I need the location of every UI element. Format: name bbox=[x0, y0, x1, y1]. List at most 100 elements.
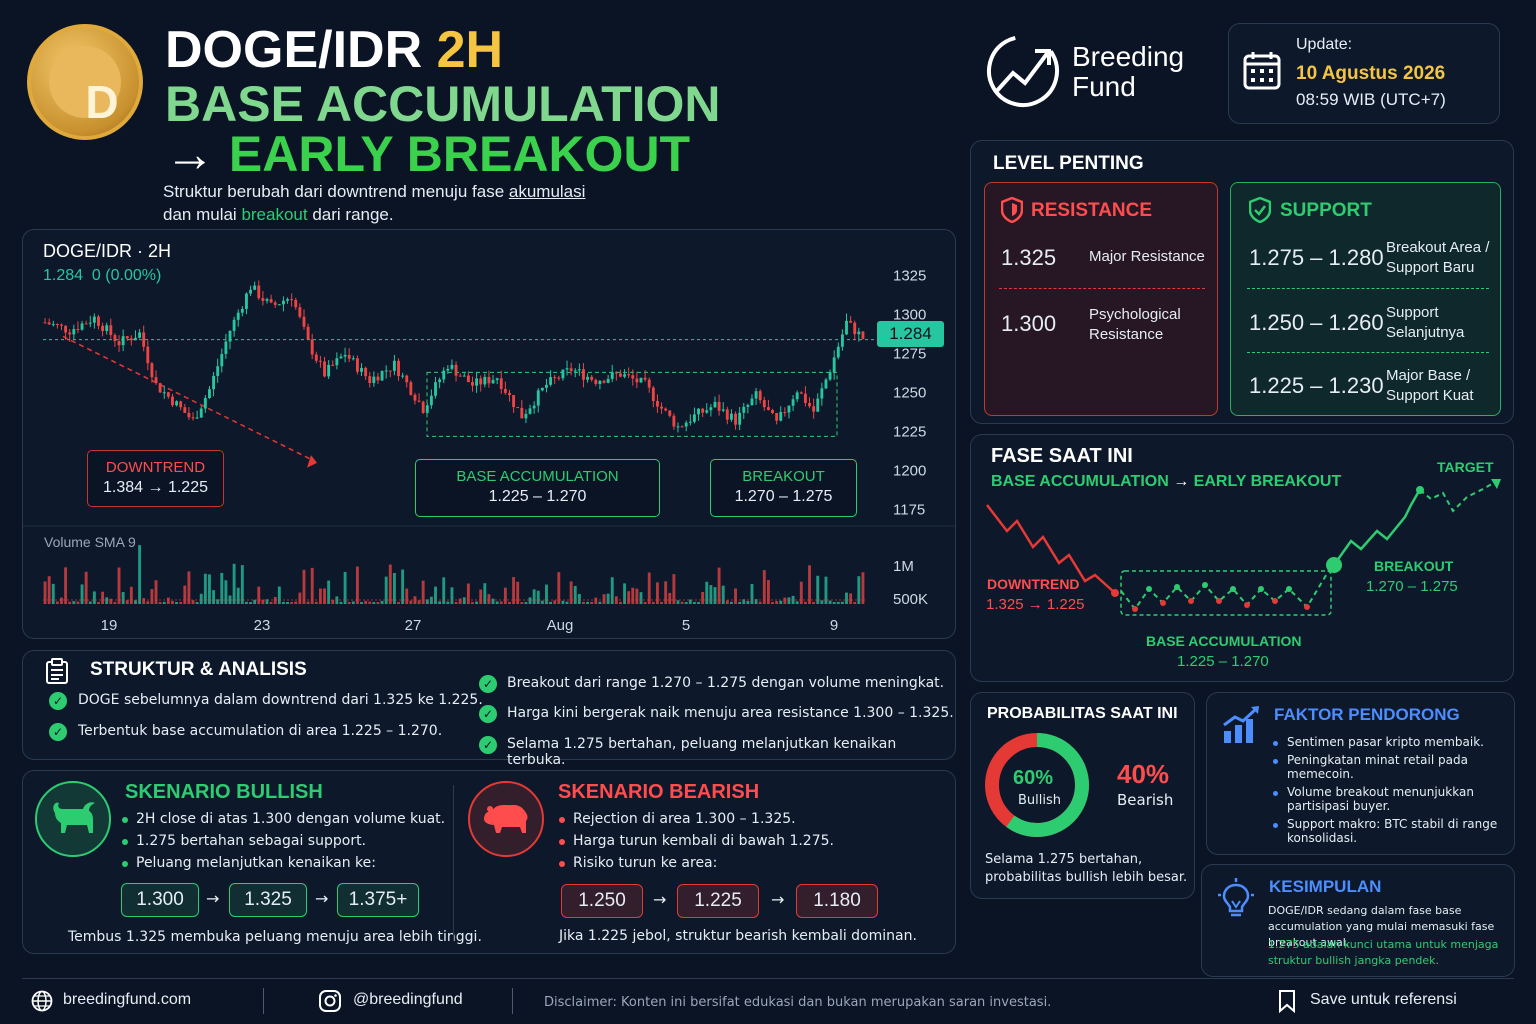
candle-body bbox=[503, 388, 507, 393]
candle-body bbox=[364, 367, 368, 377]
volume-bar bbox=[187, 571, 191, 604]
divider bbox=[1247, 352, 1489, 353]
support-value-1: 1.275 – 1.280 bbox=[1249, 245, 1384, 270]
candle-body bbox=[573, 370, 577, 372]
volume-bar bbox=[643, 601, 647, 604]
volume-bar bbox=[228, 595, 232, 604]
volume-bar bbox=[721, 585, 725, 604]
volume-bar bbox=[261, 599, 265, 604]
candle-body bbox=[245, 293, 248, 309]
candle-body bbox=[68, 332, 72, 335]
candle-body bbox=[335, 358, 339, 366]
candle-body bbox=[154, 377, 158, 384]
volume-bar bbox=[651, 601, 655, 604]
brand-logo bbox=[985, 33, 1061, 109]
volume-bar bbox=[766, 580, 770, 604]
volume-bar bbox=[368, 601, 372, 604]
downtrend-arrowhead bbox=[307, 455, 317, 468]
volume-bar bbox=[125, 600, 129, 604]
bearish-item-2: Harga turun kembali di bawah 1.275. bbox=[557, 833, 897, 849]
candle-body bbox=[549, 377, 553, 385]
factors-title: FAKTOR PENDORONG bbox=[1274, 705, 1460, 724]
candle-body bbox=[808, 402, 811, 407]
bookmark-icon[interactable] bbox=[1278, 989, 1296, 1013]
volume-tick-label: 500K bbox=[893, 591, 928, 608]
candle-body bbox=[175, 401, 179, 406]
volume-bar bbox=[195, 601, 199, 604]
levels-title: LEVEL PENTING bbox=[993, 153, 1144, 174]
y-tick-label: 1300 bbox=[893, 307, 926, 324]
volume-bar bbox=[680, 601, 684, 604]
candle-body bbox=[43, 322, 47, 324]
analysis-right-3: Selama 1.275 bertahan, peluang melanjutk… bbox=[507, 736, 897, 768]
bear-target-3: 1.180 bbox=[796, 884, 878, 918]
candle-body bbox=[397, 360, 400, 377]
candle-body bbox=[72, 329, 76, 335]
candle-body bbox=[55, 324, 59, 326]
volume-bar bbox=[253, 599, 257, 604]
downtrend-title: DOWNTREND bbox=[105, 459, 206, 476]
arrow-icon: → bbox=[771, 890, 785, 909]
y-tick-label: 1250 bbox=[893, 385, 926, 402]
bear-target-1: 1.250 bbox=[561, 884, 643, 918]
candle-body bbox=[224, 341, 228, 354]
scenario-panel: SKENARIO BULLISH 2H close di atas 1.300 … bbox=[22, 770, 956, 954]
candle-body bbox=[664, 408, 668, 411]
volume-bar bbox=[853, 601, 857, 604]
candle-body bbox=[105, 325, 109, 332]
candle-body bbox=[729, 413, 733, 420]
conclusion-highlight: 1.275 adalah kunci utama untuk menjaga s… bbox=[1268, 938, 1499, 967]
candle-body bbox=[602, 380, 606, 383]
candle-body bbox=[775, 413, 779, 421]
candle-body bbox=[265, 299, 269, 301]
volume-bar bbox=[331, 599, 335, 604]
candle-body bbox=[212, 375, 216, 390]
volume-bar bbox=[216, 599, 220, 604]
candle-body bbox=[582, 369, 585, 380]
bearish-pct-label: Bearish bbox=[1117, 791, 1174, 809]
footer-save[interactable]: Save untuk referensi bbox=[1310, 991, 1457, 1008]
volume-bar bbox=[240, 565, 244, 604]
probability-panel: PROBABILITAS SAAT INI 60% Bullish 40% Be… bbox=[970, 692, 1195, 899]
volume-bar bbox=[787, 597, 791, 604]
volume-bar bbox=[725, 600, 729, 604]
candle-body bbox=[392, 360, 396, 371]
volume-bar bbox=[290, 601, 294, 604]
analysis-right-2: Harga kini bergerak naik menuju area res… bbox=[507, 705, 954, 721]
volume-bar bbox=[450, 587, 454, 604]
volume-bar bbox=[236, 587, 240, 604]
candle-body bbox=[824, 379, 828, 389]
candle-body bbox=[594, 379, 598, 385]
candle-body bbox=[631, 375, 635, 379]
volume-bar bbox=[121, 592, 125, 604]
candle-body bbox=[639, 377, 643, 383]
volume-bar bbox=[845, 592, 848, 604]
resistance-desc-2a: Psychological bbox=[1089, 306, 1181, 323]
phase-downtrend-label: DOWNTREND bbox=[987, 576, 1080, 592]
candle-body bbox=[709, 407, 713, 411]
candle-body bbox=[146, 346, 150, 364]
price-chart-panel: 1325 1300 1275 1250 1225 1200 1175 1M 500K 19 23 27… bbox=[22, 229, 957, 639]
x-tick-label: 5 bbox=[682, 617, 690, 634]
volume-bar bbox=[664, 581, 668, 604]
volume-bar bbox=[491, 598, 495, 604]
candle-body bbox=[684, 422, 688, 427]
support-desc-3: Major Base / Support Kuat bbox=[1386, 366, 1474, 406]
bear-shape-icon bbox=[484, 805, 528, 833]
candle-body bbox=[339, 356, 343, 359]
volume-bar bbox=[60, 597, 63, 604]
volume-bar bbox=[208, 574, 211, 604]
factors-panel: FAKTOR PENDORONG Sentimen pasar kripto m… bbox=[1206, 692, 1515, 855]
volume-bar bbox=[265, 599, 269, 604]
candle-body bbox=[458, 375, 462, 377]
volume-bar bbox=[417, 600, 421, 604]
candle-body bbox=[191, 417, 195, 419]
chart-price-line: 1.284 0 (0.00%) bbox=[43, 267, 162, 284]
footer-website[interactable]: breedingfund.com bbox=[63, 991, 192, 1008]
analysis-left-1: DOGE sebelumnya dalam downtrend dari 1.3… bbox=[78, 692, 483, 708]
footer-instagram[interactable]: @breedingfund bbox=[353, 991, 463, 1008]
volume-bar bbox=[783, 597, 787, 604]
bull-target-2: 1.325 bbox=[229, 883, 307, 917]
candle-body bbox=[561, 369, 565, 379]
volume-bar bbox=[471, 601, 474, 604]
